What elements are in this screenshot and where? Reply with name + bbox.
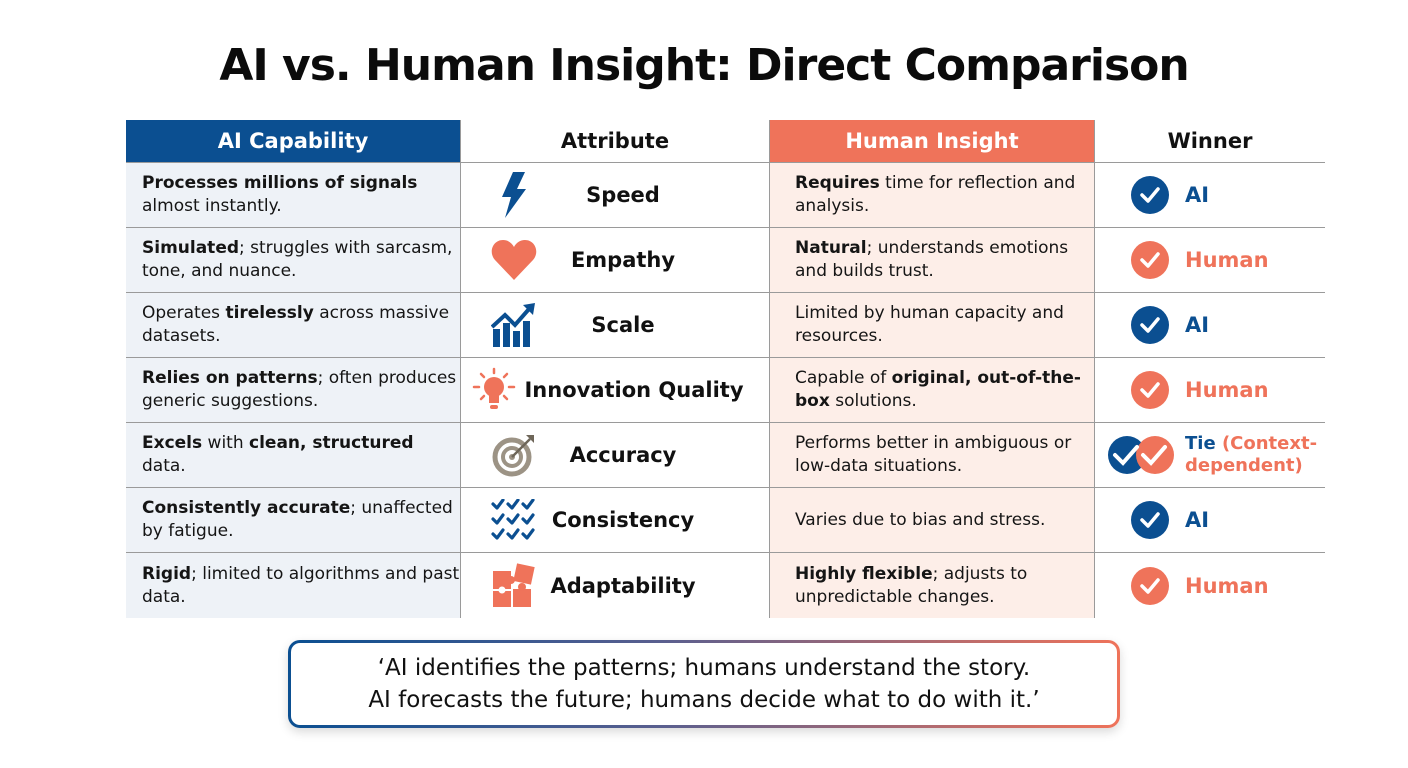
winner-cell: AI <box>1095 488 1325 552</box>
table-row-scale: Operates tirelessly across massive datas… <box>126 293 1325 358</box>
attribute-cell: Scale <box>461 293 770 357</box>
attribute-label: Empathy <box>570 248 676 272</box>
attribute-cell: Speed <box>461 163 770 227</box>
page-title: AI vs. Human Insight: Direct Comparison <box>219 40 1189 91</box>
table-header-row: AI Capability Attribute Human Insight Wi… <box>126 120 1325 163</box>
winner-label: AI <box>1185 313 1210 337</box>
growth-chart-icon <box>491 302 537 348</box>
winner-cell: Human <box>1095 358 1325 422</box>
human-insight-cell: Highly flexible; adjusts to unpredictabl… <box>770 553 1095 618</box>
winner-label: Human <box>1185 378 1269 402</box>
winner-cell: Human <box>1095 228 1325 292</box>
table-row-speed: Processes millions of signals almost ins… <box>126 163 1325 228</box>
winner-cell: AI <box>1095 163 1325 227</box>
attribute-label: Innovation Quality <box>524 378 744 402</box>
header-human-insight: Human Insight <box>770 120 1095 162</box>
lightning-bolt-icon <box>491 172 537 218</box>
human-insight-cell: Capable of original, out-of-the-box solu… <box>770 358 1095 422</box>
attribute-cell: Accuracy <box>461 423 770 487</box>
check-circle-icon <box>1131 306 1169 344</box>
attribute-cell: Innovation Quality <box>461 358 770 422</box>
check-circle-icon <box>1131 566 1169 605</box>
check-circle-icon <box>1131 241 1169 279</box>
header-attribute: Attribute <box>461 120 770 162</box>
comparison-table: AI Capability Attribute Human Insight Wi… <box>126 120 1325 618</box>
winner-label: Human <box>1185 248 1269 272</box>
quote-line-1: ‘AI identifies the patterns; humans unde… <box>377 655 1031 681</box>
table-row-consistency: Consistently accurate; unaffected by fat… <box>126 488 1325 553</box>
table-row-accuracy: Excels with clean, structured data. Accu… <box>126 423 1325 488</box>
ai-capability-cell: Processes millions of signals almost ins… <box>126 163 461 227</box>
target-icon <box>491 432 537 478</box>
human-insight-cell: Requires time for reflection and analysi… <box>770 163 1095 227</box>
attribute-label: Adaptability <box>550 573 696 598</box>
table-row-innovation-quality: Relies on patterns; often produces gener… <box>126 358 1325 423</box>
checkmarks-grid-icon <box>491 497 537 543</box>
winner-label: Tie (Context-dependent) <box>1185 433 1318 476</box>
ai-capability-cell: Excels with clean, structured data. <box>126 423 461 487</box>
ai-capability-cell: Operates tirelessly across massive datas… <box>126 293 461 357</box>
heart-icon <box>491 237 537 283</box>
header-winner: Winner <box>1095 120 1325 162</box>
winner-label: AI <box>1185 183 1210 207</box>
attribute-label: Speed <box>586 183 660 207</box>
attribute-label: Consistency <box>551 508 695 532</box>
human-insight-cell: Natural; understands emotions and builds… <box>770 228 1095 292</box>
human-insight-cell: Performs better in ambiguous or low-data… <box>770 423 1095 487</box>
ai-capability-cell: Simulated; struggles with sarcasm, tone,… <box>126 228 461 292</box>
lightbulb-icon <box>471 367 517 413</box>
winner-label: Human <box>1185 573 1269 598</box>
attribute-cell: Empathy <box>461 228 770 292</box>
quote-box: ‘AI identifies the patterns; humans unde… <box>288 640 1120 728</box>
check-circle-icon <box>1131 176 1169 214</box>
ai-capability-cell: Consistently accurate; unaffected by fat… <box>126 488 461 552</box>
table-row-adaptability: Rigid; limited to algorithms and past da… <box>126 553 1325 618</box>
puzzle-icon <box>491 562 537 609</box>
check-circle-icon <box>1131 371 1169 409</box>
winner-label: AI <box>1185 508 1210 532</box>
winner-cell: Human <box>1095 553 1325 618</box>
attribute-cell: Adaptability <box>461 553 770 618</box>
human-insight-cell: Varies due to bias and stress. <box>770 488 1095 552</box>
human-insight-cell: Limited by human capacity and resources. <box>770 293 1095 357</box>
attribute-label: Accuracy <box>569 443 677 467</box>
attribute-label: Scale <box>591 313 655 337</box>
table-row-empathy: Simulated; struggles with sarcasm, tone,… <box>126 228 1325 293</box>
ai-capability-cell: Rigid; limited to algorithms and past da… <box>126 553 461 618</box>
header-ai-capability: AI Capability <box>126 120 461 162</box>
check-circle-icon <box>1131 501 1169 539</box>
winner-cell: AI <box>1095 293 1325 357</box>
tie-double-check-icon <box>1107 435 1177 475</box>
attribute-cell: Consistency <box>461 488 770 552</box>
winner-cell: Tie (Context-dependent) <box>1095 423 1325 487</box>
quote-line-2: AI forecasts the future; humans decide w… <box>368 687 1040 713</box>
ai-capability-cell: Relies on patterns; often produces gener… <box>126 358 461 422</box>
